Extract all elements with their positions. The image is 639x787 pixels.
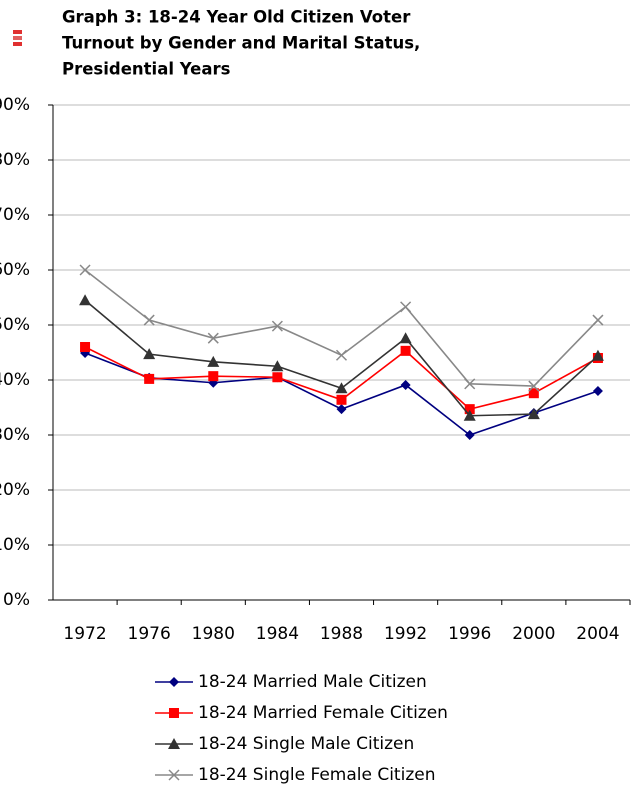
chart-title: Graph 3: 18-24 Year Old Citizen Voter [62, 8, 411, 27]
marker [400, 345, 411, 356]
marker [143, 314, 155, 326]
marker [463, 409, 476, 421]
y-tick-label: 40% [0, 370, 30, 390]
y-tick-label: 10% [0, 535, 30, 555]
marker [464, 430, 475, 440]
legend-marker [169, 708, 179, 718]
y-tick-label: 90% [0, 95, 30, 115]
marker [592, 386, 603, 396]
title-icon [13, 42, 22, 46]
series-line [84, 352, 599, 436]
marker [464, 404, 475, 415]
marker [591, 349, 604, 361]
chart-title: Turnout by Gender and Marital Status, [62, 34, 420, 53]
marker [207, 332, 219, 344]
y-tick-label: 20% [0, 480, 30, 500]
y-tick-label: 80% [0, 150, 30, 170]
marker [272, 372, 283, 383]
marker [144, 373, 155, 384]
marker [143, 348, 156, 360]
x-tick-label: 1996 [448, 624, 491, 644]
marker [336, 394, 347, 405]
y-tick-label: 30% [0, 425, 30, 445]
marker [207, 355, 220, 367]
marker [528, 380, 540, 392]
legend-label: 18-24 Single Female Citizen [198, 765, 435, 785]
x-tick-label: 1984 [256, 624, 299, 644]
marker [528, 388, 539, 399]
series-line [84, 269, 599, 387]
y-tick-label: 70% [0, 205, 30, 225]
x-tick-label: 2004 [576, 624, 619, 644]
marker [271, 320, 283, 332]
marker [271, 360, 284, 372]
legend-label: 18-24 Single Male Citizen [198, 734, 414, 754]
legend-label: 18-24 Married Female Citizen [198, 703, 448, 723]
chart-title: Presidential Years [62, 60, 231, 79]
x-tick-label: 1988 [320, 624, 363, 644]
marker [335, 382, 348, 394]
y-tick-label: 0% [3, 590, 30, 610]
marker [527, 408, 540, 420]
legend-marker [168, 769, 180, 781]
marker [399, 332, 412, 344]
marker [79, 294, 92, 306]
marker [80, 342, 91, 352]
legend-label: 18-24 Married Male Citizen [198, 672, 427, 692]
x-tick-label: 1976 [128, 624, 171, 644]
legend-marker [169, 677, 179, 687]
x-tick-label: 1972 [63, 624, 106, 644]
x-tick-label: 1980 [192, 624, 235, 644]
marker [464, 378, 476, 390]
x-tick-label: 2000 [512, 624, 555, 644]
title-icon [13, 30, 22, 34]
legend-marker [168, 738, 180, 749]
y-tick-label: 60% [0, 260, 30, 280]
marker [400, 379, 411, 390]
marker [592, 314, 604, 326]
y-tick-label: 50% [0, 315, 30, 335]
title-icon [13, 36, 22, 40]
marker [335, 349, 348, 361]
x-tick-label: 1992 [384, 624, 427, 644]
marker [336, 404, 347, 415]
marker [208, 371, 219, 382]
marker [79, 264, 91, 276]
marker [400, 301, 412, 313]
